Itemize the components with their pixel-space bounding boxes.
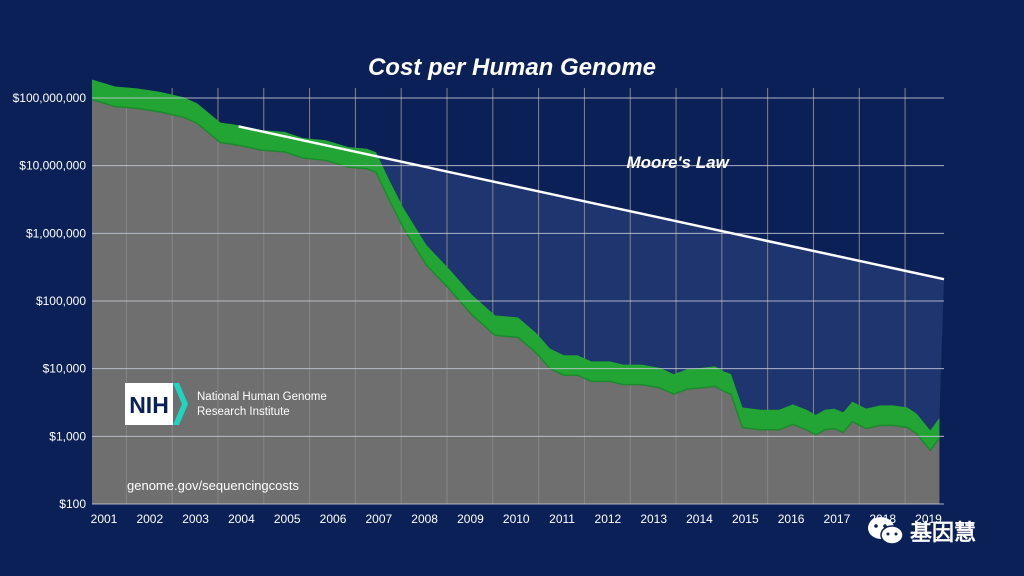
moores-law-line	[238, 125, 945, 281]
x-tick-label: 2016	[778, 512, 805, 526]
x-tick-label: 2011	[549, 512, 575, 526]
nih-logo-text: NIH	[129, 392, 169, 418]
watermark-text: 基因慧	[910, 521, 977, 546]
cost-area-fill	[92, 99, 940, 504]
x-tick-label: 2013	[640, 512, 667, 526]
x-tick-label: 2002	[136, 512, 163, 526]
x-tick-label: 2003	[182, 512, 209, 526]
wechat-icon	[868, 517, 904, 545]
y-tick-label: $100,000,000	[13, 91, 87, 105]
x-tick-label: 2017	[824, 512, 851, 526]
x-tick-label: 2014	[686, 512, 713, 526]
x-tick-label: 2007	[365, 512, 392, 526]
x-tick-label: 2004	[228, 512, 255, 526]
x-tick-label: 2019	[915, 512, 942, 526]
moores-law-label: Moore's Law	[627, 153, 731, 172]
y-tick-label: $10,000,000	[19, 159, 86, 173]
nih-org-line1: National Human Genome	[197, 391, 327, 403]
x-tick-label: 2001	[91, 512, 118, 526]
y-tick-label: $100	[59, 497, 86, 511]
watermark: 基因慧	[866, 513, 976, 549]
source-link[interactable]: genome.gov/sequencingcosts	[127, 478, 300, 493]
x-tick-label: 2010	[503, 512, 530, 526]
x-tick-label: 2009	[457, 512, 484, 526]
nih-logo-icon: NIH	[125, 383, 188, 425]
y-tick-label: $10,000	[43, 362, 87, 376]
moores-law-gap-area	[376, 152, 944, 431]
x-tick-label: 2008	[411, 512, 438, 526]
x-tick-label: 2005	[274, 512, 301, 526]
x-tick-label: 2015	[732, 512, 759, 526]
cost-series-line	[91, 98, 941, 452]
y-tick-label: $1,000,000	[26, 226, 86, 240]
chart-title: Cost per Human Genome	[367, 54, 657, 81]
nih-org-name: National Human Genome Research Institute	[197, 390, 327, 420]
nih-org-line2: Research Institute	[197, 406, 290, 418]
x-tick-label: 2006	[320, 512, 347, 526]
x-tick-label: 2012	[595, 512, 622, 526]
y-tick-label: $1,000	[49, 429, 86, 443]
y-tick-label: $100,000	[36, 294, 86, 308]
cost-range-band	[92, 79, 940, 451]
